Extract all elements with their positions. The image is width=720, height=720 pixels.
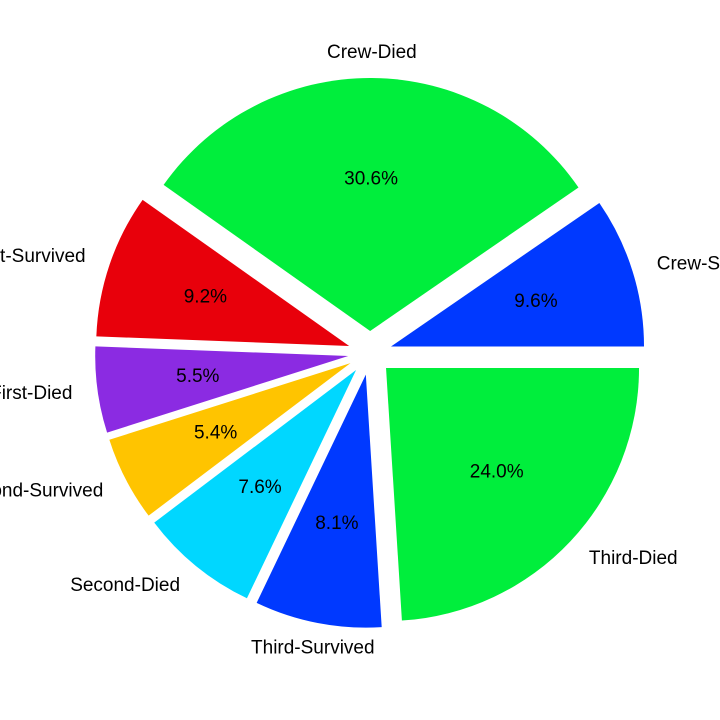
percent-crew-died: 30.6% [344,169,398,190]
percent-second-died: 7.6% [238,477,281,498]
label-second-died: Second-Died [70,575,180,596]
label-first-survived: First-Survived [0,246,86,267]
slice-third-died [386,368,640,621]
slice-first-survived [96,199,350,346]
slice-first-died [95,346,349,433]
percent-third-died: 24.0% [470,461,524,482]
slice-second-died [154,370,357,599]
percent-first-died: 5.5% [176,366,219,387]
label-crew-died: Crew-Died [327,42,417,63]
percent-first-survived: 9.2% [184,287,227,308]
label-third-survived: Third-Survived [251,637,375,658]
pie-slices [95,78,645,628]
pie-labels: Crew-Survived 9.6% Crew-Died 30.6% First-Sur… [0,42,720,658]
percent-third-survived: 8.1% [315,513,358,534]
slice-crew-died [163,78,579,332]
label-first-died: First-Died [0,383,72,404]
label-second-survived: Second-Survived [0,481,103,502]
label-third-died: Third-Died [589,548,678,569]
label-crew-survived: Crew-Survived [657,253,720,274]
percent-second-survived: 5.4% [194,422,237,443]
slice-third-survived [256,374,382,628]
percent-crew-survived: 9.6% [514,291,557,312]
slice-second-survived [109,363,351,516]
slice-crew-survived [391,202,645,347]
